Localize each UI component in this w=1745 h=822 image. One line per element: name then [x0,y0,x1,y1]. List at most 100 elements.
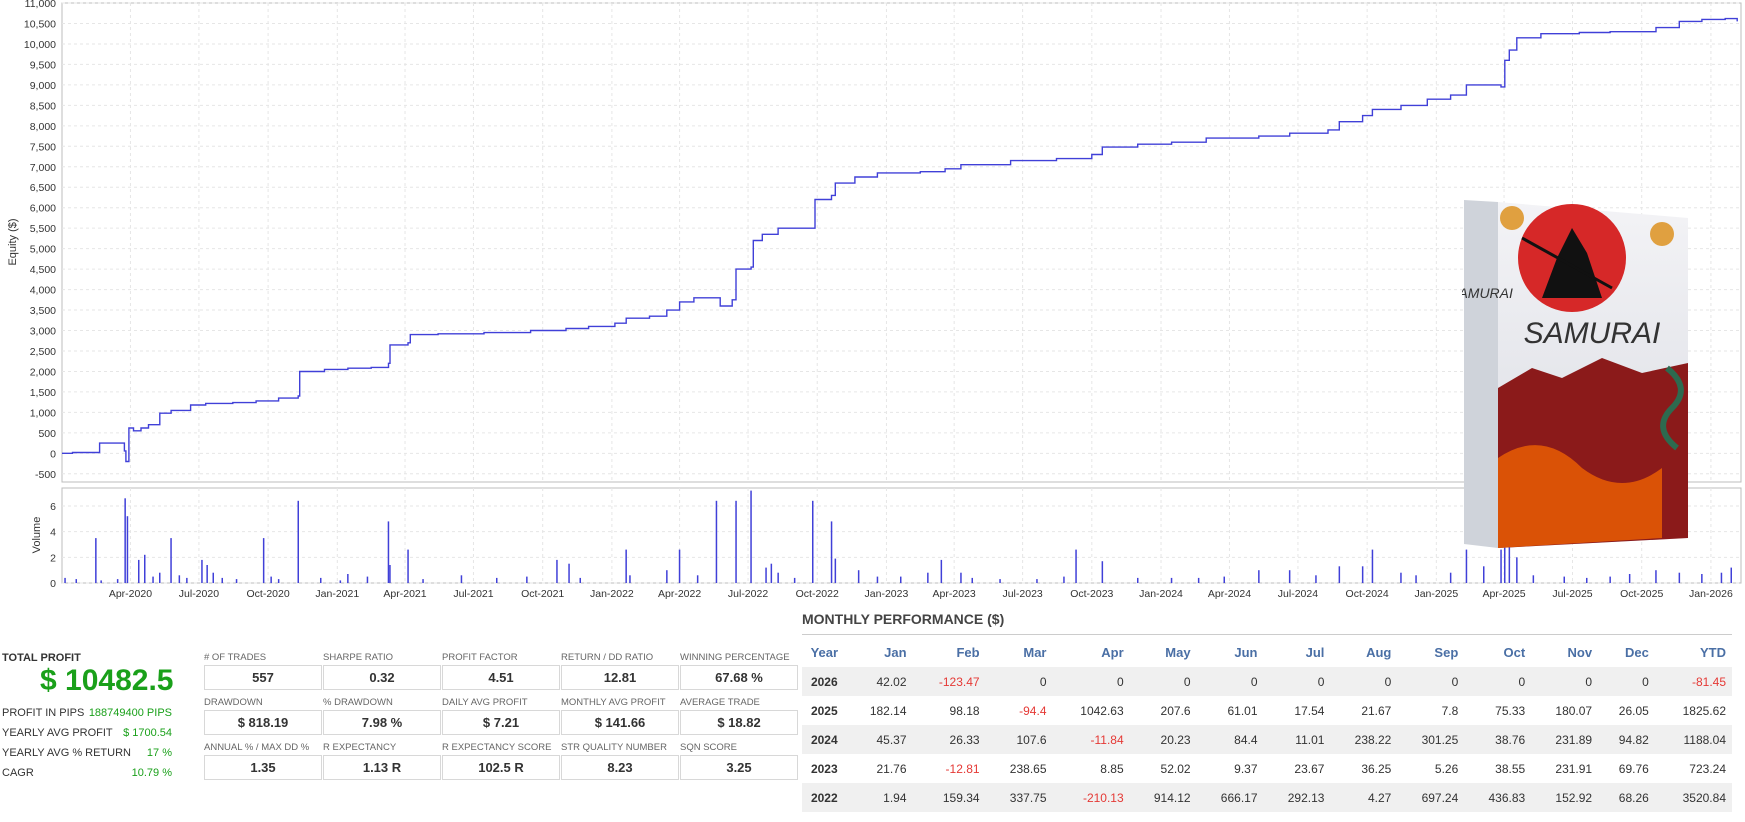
volume-bar [1197,577,1200,583]
table-cell: 0 [1129,667,1197,696]
volume-bar [1465,549,1468,583]
total-profit-value: $ 10482.5 [40,664,174,697]
volume-bar [678,549,681,583]
volume-bar [1315,575,1317,583]
volume-bar [95,538,97,583]
table-cell: 68.26 [1598,783,1655,812]
volume-bar [64,577,66,583]
table-header-cell: YTD [1700,645,1726,660]
table-cell: 52.02 [1129,754,1197,783]
volume-y-tick-label: 6 [50,501,56,513]
metric-annual-maxdd: ANNUAL % / MAX DD % 1.35 [204,742,322,780]
equity-y-tick-label: 10,000 [24,39,56,51]
x-tick-label: Jan-2023 [865,588,909,600]
metric-winning: WINNING PERCENTAGE 67.68 % [680,652,798,690]
table-cell: 3520.84 [1654,783,1732,812]
x-tick-label: Jul-2024 [1278,588,1318,600]
equity-y-tick-label: 11,000 [25,0,56,10]
metric-trades: # OF TRADES 557 [204,652,322,690]
volume-bar [366,576,369,583]
volume-bar [347,574,349,583]
volume-bar [235,579,238,583]
table-cell: 0 [985,667,1053,696]
table-cell: 159.34 [912,783,986,812]
volume-bar [178,575,181,583]
table-cell: 94.82 [1598,725,1655,754]
monthly-performance-divider [802,634,1732,635]
equity-y-tick-label: 1,500 [30,387,56,399]
equity-y-tick-label: 9,000 [30,80,56,92]
volume-bar [834,558,837,583]
x-tick-label: Jan-2024 [1139,588,1183,600]
dragon-icon [1660,365,1684,451]
table-cell: 1825.62 [1654,696,1732,725]
table-header-cell: Mar [1023,645,1047,660]
x-tick-label: Oct-2021 [521,588,564,600]
x-tick-label: Oct-2022 [796,588,839,600]
x-tick-label: Jul-2022 [728,588,768,600]
equity-y-tick-label: 2,500 [30,346,56,358]
table-cell: 61.01 [1196,696,1264,725]
volume-bar [876,576,879,583]
volume-bar [1532,575,1535,583]
table-cell: 1.94 [845,783,913,812]
volume-bar [579,577,581,583]
table-cell: 4.27 [1330,783,1398,812]
x-tick-label: Apr-2020 [109,588,152,600]
table-cell: 7.8 [1397,696,1465,725]
table-cell: 1042.63 [1052,696,1130,725]
volume-bar [1628,574,1631,583]
table-cell: 914.12 [1129,783,1197,812]
volume-bar [297,500,299,583]
table-cell: 1188.04 [1654,725,1732,754]
table-cell: 38.76 [1464,725,1532,754]
volume-bars [64,490,1732,583]
table-cell: 8.85 [1052,754,1130,783]
box-side-panel [1464,200,1498,548]
equity-y-tick-label: 5,500 [30,223,56,235]
equity-y-tick-label: 8,500 [30,100,56,112]
table-cell: 697.24 [1397,783,1465,812]
table-cell: 0 [1330,667,1398,696]
table-cell: 0 [1531,667,1599,696]
metric-str-quality: STR QUALITY NUMBER 8.23 [561,742,679,780]
volume-bar [625,549,627,583]
metric-profit-factor: PROFIT FACTOR 4.51 [442,652,560,690]
volume-bar [212,572,214,583]
volume-bar [999,579,1001,583]
box-front-title: SAMURAI [1524,317,1661,350]
metric-monthly-avg: MONTHLY AVG PROFIT $ 141.66 [561,697,679,735]
volume-bar [830,521,833,583]
x-tick-label: Apr-2024 [1208,588,1251,600]
table-cell: 436.83 [1464,783,1532,812]
table-cell: -94.4 [985,696,1053,725]
volume-bar [1730,567,1732,583]
yearly-avg-profit-row: YEARLY AVG PROFIT $ 1700.54 [2,727,172,739]
volume-bar [750,490,752,583]
volume-bar [422,579,424,583]
table-header-cell: Year [810,645,839,660]
volume-bar [116,579,119,583]
metric-sharpe: SHARPE RATIO 0.32 [323,652,441,690]
x-tick-label: Jan-2022 [590,588,634,600]
x-tick-label: Jul-2020 [179,588,219,600]
metric-drawdown: DRAWDOWN $ 818.19 [204,697,322,735]
equity-series-line [62,17,1738,463]
volume-bar [1400,572,1402,583]
equity-y-tick-label: 500 [38,428,56,440]
volume-bar [1563,576,1565,583]
table-cell: 107.6 [985,725,1053,754]
volume-bar [1720,572,1723,583]
table-header-cell: Apr [1101,645,1124,660]
cagr-row: CAGR 10.79 % [2,767,172,779]
table-header-cell: Feb [956,645,980,660]
volume-bar [100,580,102,583]
bull-logo-icon [1500,206,1524,230]
equity-y-tick-label: 0 [50,448,56,460]
table-header-cell: Jul [1305,645,1325,660]
volume-bar [971,577,973,583]
equity-y-tick-label: 4,000 [30,285,56,297]
table-cell: 17.54 [1263,696,1331,725]
bull-logo-icon [1650,222,1674,246]
table-cell: 292.13 [1263,783,1331,812]
